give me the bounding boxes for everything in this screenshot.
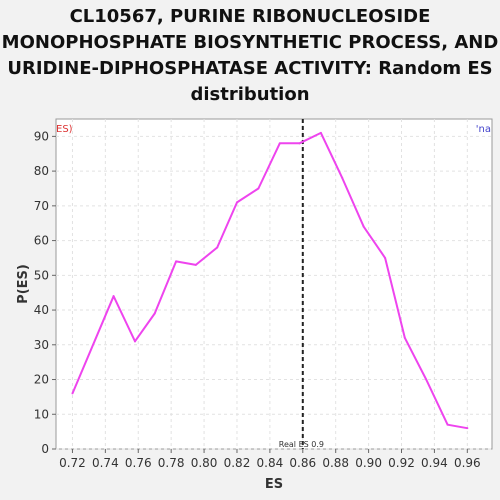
series-layer (71, 131, 469, 430)
x-tick-label: 0.94 (421, 456, 448, 470)
y-tick-label: 0 (41, 442, 49, 456)
data-point (298, 142, 301, 145)
data-point (71, 392, 74, 395)
data-point (133, 340, 136, 343)
real-es-label: Real ES 0.9 (279, 440, 324, 449)
data-point (194, 263, 197, 266)
x-tick-label: 0.72 (59, 456, 86, 470)
data-point (153, 312, 156, 315)
x-tick-label: 0.80 (191, 456, 218, 470)
x-tick-label: 0.92 (388, 456, 415, 470)
x-tick-label: 0.90 (355, 456, 382, 470)
x-tick-label: 0.86 (289, 456, 316, 470)
y-tick-label: 60 (34, 234, 49, 248)
y-tick-label: 10 (34, 407, 49, 421)
chart-title: CL10567, PURINE RIBONUCLEOSIDE MONOPHOSP… (1, 6, 499, 105)
x-axis-label: ES (265, 477, 283, 492)
y-tick-label: 20 (34, 373, 49, 387)
y-tick-label: 80 (34, 164, 49, 178)
data-point (446, 423, 449, 426)
x-tick-label: 0.82 (224, 456, 251, 470)
data-point (257, 187, 260, 190)
data-point (319, 131, 322, 134)
data-point (216, 246, 219, 249)
data-point (112, 295, 115, 298)
x-tick-label: 0.76 (125, 456, 152, 470)
data-point (425, 378, 428, 381)
y-tick-label: 70 (34, 199, 49, 213)
y-tick-label: 30 (34, 338, 49, 352)
plot-area (55, 118, 493, 450)
data-point (362, 225, 365, 228)
reference-line-layer: Real ES 0.9 (279, 119, 324, 449)
y-tick-label: 50 (34, 268, 49, 282)
x-tick-label: 0.74 (92, 456, 119, 470)
grid-layer (56, 119, 492, 450)
data-point (175, 260, 178, 263)
y-tick-label: 90 (34, 129, 49, 143)
data-point (278, 142, 281, 145)
x-tick-label: 0.96 (454, 456, 481, 470)
x-tick-label: 0.78 (158, 456, 185, 470)
legend-right-label: 'na (476, 124, 491, 135)
y-tick-label: 40 (34, 303, 49, 317)
x-tick-label: 0.84 (257, 456, 284, 470)
legend-left-label: ES) (56, 124, 73, 135)
data-point (235, 201, 238, 204)
y-axis-label: P(ES) (16, 264, 31, 304)
data-point (341, 177, 344, 180)
data-point (466, 427, 469, 430)
data-point (403, 336, 406, 339)
data-point (384, 256, 387, 259)
x-tick-label: 0.88 (322, 456, 349, 470)
axis-layer: 0.72 0.74 0.76 0.78 0.80 0.82 0.84 0.86 0.88 0.90… (34, 129, 481, 470)
